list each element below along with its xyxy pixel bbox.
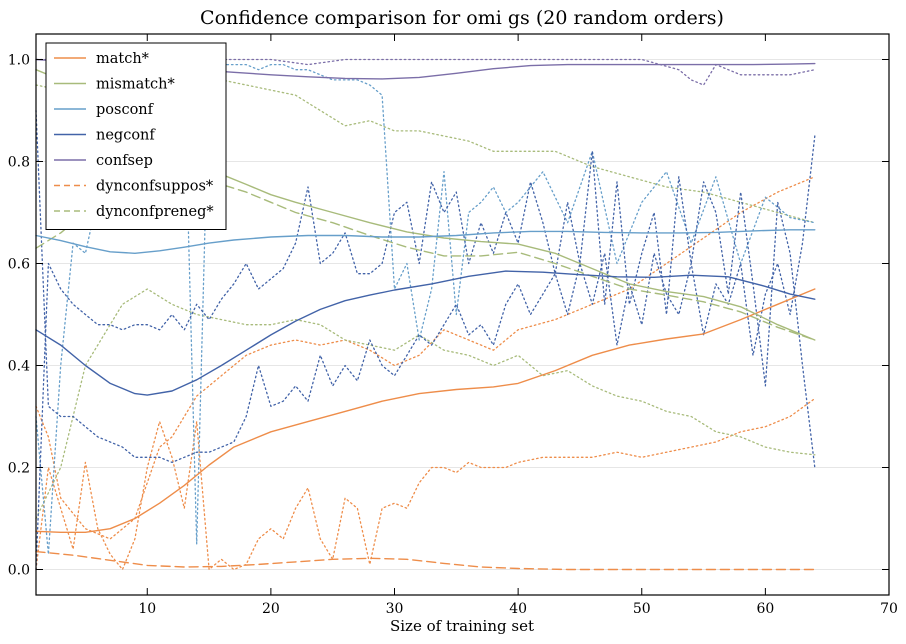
x-tick-label: 50 [633, 601, 651, 617]
series-line-match [35, 288, 816, 533]
series-line-run-8 [35, 176, 816, 540]
plot-frame [35, 33, 890, 596]
series-line-negconf [35, 270, 816, 396]
x-tick-label: 30 [386, 601, 404, 617]
x-tick-label: 20 [262, 601, 280, 617]
x-tick-label: 10 [138, 601, 156, 617]
series-line-run-12 [35, 150, 816, 571]
legend: match* mismatch* posconf negconf confsep dync… [45, 42, 227, 230]
y-tick-label: 0.2 [8, 461, 30, 477]
series-line-run-14 [35, 58, 816, 86]
legend-label: dynconfsuppos* [96, 179, 214, 195]
legend-box [45, 42, 227, 230]
legend-label: confsep [96, 153, 153, 169]
x-tick-label: 40 [509, 601, 527, 617]
series-line-run-7 [35, 397, 816, 571]
x-tick-label: 70 [880, 601, 898, 617]
legend-label: negconf [96, 128, 156, 144]
series-line-dynconfsuppos [35, 550, 816, 571]
legend-label: posconf [96, 102, 155, 118]
chart-title: Confidence comparison for omi gs (20 ran… [200, 7, 724, 29]
y-tick-label: 1.0 [8, 53, 30, 69]
legend-label: dynconfpreneg* [96, 204, 214, 220]
y-tick-label: 0.4 [8, 359, 30, 375]
y-tick-label: 0.6 [8, 257, 30, 273]
legend-label: match* [96, 51, 150, 67]
legend-label: mismatch* [96, 77, 176, 93]
axis-ticks: 0.0 0.2 0.4 0.6 0.8 1.0 10 20 30 40 50 60 70 [8, 34, 898, 617]
series-line-run-10 [35, 288, 816, 520]
series-line-posconf [35, 229, 816, 255]
y-tick-label: 0.0 [8, 563, 30, 579]
series-line-run-13 [35, 109, 816, 464]
y-tick-label: 0.8 [8, 155, 30, 171]
x-tick-label: 60 [756, 601, 774, 617]
x-axis-label: Size of training set [390, 617, 534, 635]
